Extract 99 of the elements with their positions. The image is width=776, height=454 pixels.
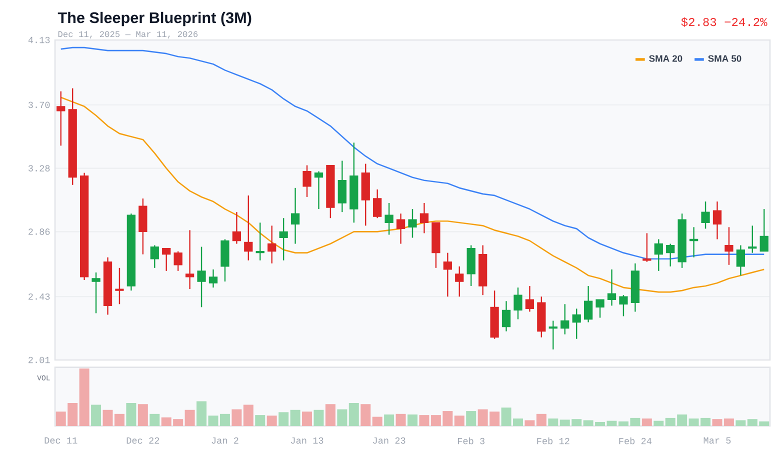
x-tick-label: Feb 24 (619, 437, 652, 444)
candlestick (666, 243, 675, 268)
candlestick (150, 244, 159, 269)
bar (91, 404, 102, 426)
bar (150, 414, 160, 426)
bar (360, 404, 371, 426)
candlestick (197, 246, 206, 308)
candlestick (56, 90, 66, 146)
x-tick-label: Dec 11 (44, 437, 78, 444)
candlestick (115, 267, 124, 305)
candlestick (712, 200, 722, 240)
candlestick (689, 226, 698, 258)
candlestick (174, 250, 182, 272)
candlestick (525, 285, 534, 312)
chart-subtitle: Dec 11, 2025 — Mar 11, 2026 (58, 31, 198, 39)
bar (290, 410, 300, 426)
candlestick (724, 226, 734, 266)
y-tick-label: 2.86 (28, 228, 50, 235)
bar (548, 418, 558, 426)
candlestick (420, 202, 429, 234)
candlestick (548, 320, 558, 350)
candlestick (455, 266, 464, 298)
bar (348, 402, 359, 426)
x-tick-label: Mar 5 (704, 437, 731, 444)
candlestick (584, 285, 593, 323)
x-tick-label: Jan 13 (291, 437, 324, 444)
candlestick (384, 202, 394, 236)
y-tick-label: 2.01 (28, 356, 50, 364)
x-tick-label: Dec 22 (126, 437, 160, 444)
candlestick (572, 308, 581, 340)
candlestick (514, 286, 522, 320)
legend-label: SMA 50 (708, 55, 742, 62)
bar (220, 414, 230, 426)
candlestick (396, 212, 406, 244)
bar (724, 418, 734, 426)
x-tick-label: Feb 12 (537, 437, 570, 444)
bar (524, 420, 535, 426)
bar (466, 411, 476, 426)
candlestick (502, 300, 511, 332)
candlestick (302, 164, 312, 198)
bar (138, 404, 148, 426)
y-tick-label: 4.13 (28, 36, 50, 44)
candlestick (642, 232, 652, 262)
y-tick-label: 3.28 (28, 165, 50, 172)
bar (712, 419, 722, 426)
bar (278, 412, 289, 426)
candlestick (408, 208, 417, 238)
y-tick-label: 3.70 (28, 102, 50, 108)
candlestick (701, 200, 710, 230)
legend-label: SMA 20 (649, 55, 682, 62)
candlestick (268, 225, 276, 264)
bar (536, 414, 546, 426)
candlestick (443, 252, 452, 298)
bar (396, 414, 406, 426)
x-tick-label: Jan 2 (212, 437, 238, 444)
candlestick (654, 238, 663, 272)
y-tick-label: 2.43 (28, 293, 50, 300)
bar (454, 416, 464, 426)
text: $2.83 −24.2% (681, 17, 768, 27)
x-tick-label: Jan 23 (373, 437, 406, 444)
candlestick (314, 170, 324, 210)
bar (232, 409, 242, 426)
x-tick-label: Feb 3 (458, 437, 484, 444)
candlestick (185, 230, 194, 290)
bar (654, 420, 664, 426)
candlestick (760, 208, 768, 252)
bar (314, 410, 324, 426)
candlestick (748, 225, 757, 254)
bar (302, 412, 312, 426)
candlestick (290, 187, 300, 244)
candlestick (232, 211, 242, 244)
candlestick (607, 268, 616, 306)
candlestick (373, 188, 382, 219)
candlestick (279, 218, 288, 261)
bar (337, 409, 348, 426)
bar (642, 418, 652, 426)
bar (408, 414, 418, 426)
candlestick (338, 160, 346, 213)
bar (372, 416, 382, 426)
bar (419, 415, 430, 426)
candlestick (92, 272, 100, 314)
bar (184, 410, 195, 426)
bar (266, 416, 277, 426)
candlestick (162, 248, 171, 272)
chart-title: The Sleeper Blueprint (3M) (58, 12, 252, 26)
bar (79, 368, 90, 426)
candlestick (619, 294, 628, 317)
bar (243, 404, 254, 426)
candlestick (208, 268, 218, 288)
candlestick (244, 194, 253, 261)
bar (255, 415, 266, 426)
bar (736, 420, 746, 426)
bar (325, 404, 336, 426)
candlestick (596, 299, 604, 318)
bar (384, 414, 394, 426)
bar (126, 402, 136, 426)
candlestick (736, 244, 745, 276)
candlestick (560, 304, 570, 335)
candlestick (256, 222, 264, 261)
